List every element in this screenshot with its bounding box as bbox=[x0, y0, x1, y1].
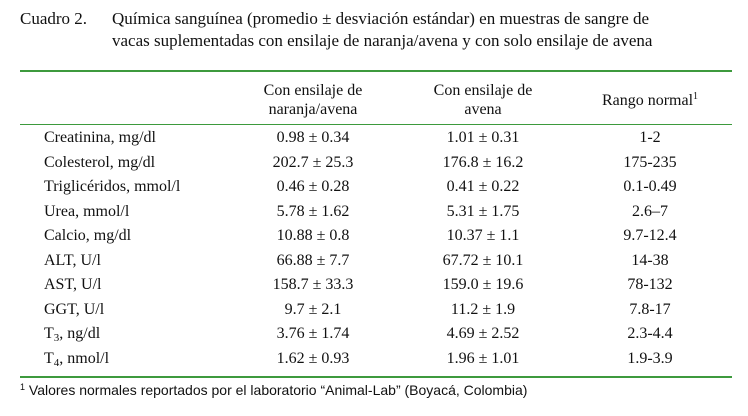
parameter-name: Urea, mmol/l bbox=[44, 202, 130, 220]
caption-label: Cuadro 2. bbox=[20, 9, 88, 28]
cell-oat: 1.01 ± 0.31 bbox=[446, 129, 520, 147]
parameter-name: Colesterol, mg/dl bbox=[44, 153, 156, 171]
cell-oat: 4.69 ± 2.52 bbox=[446, 325, 520, 343]
table-row: Colesterol, mg/dl 202.7 ± 25.3 176.8 ± 16.… bbox=[20, 151, 732, 176]
table-row: Calcio, mg/dl 10.88 ± 0.8 10.37 ± 1.1 9.7-1… bbox=[20, 224, 732, 249]
table-row: T4, nmol/l 1.62 ± 0.93 1.96 ± 1.01 1.9-3.9 bbox=[20, 347, 732, 372]
cell-oat: 11.2 ± 1.9 bbox=[450, 300, 516, 318]
cell-orange-oat: 3.76 ± 1.74 bbox=[276, 325, 350, 343]
row-parameter: AST, U/l bbox=[20, 273, 228, 298]
table-row: Urea, mmol/l 5.78 ± 1.62 5.31 ± 1.75 2.6–7 bbox=[20, 200, 732, 225]
table-row: ALT, U/l 66.88 ± 7.7 67.72 ± 10.1 14-38 bbox=[20, 249, 732, 274]
table-caption: Cuadro 2. Química sanguínea (promedio ± d… bbox=[20, 8, 732, 52]
cell-orange-oat: 10.88 ± 0.8 bbox=[276, 227, 350, 245]
parameter-subscript: 4 bbox=[53, 356, 60, 369]
cell-orange-oat: 9.7 ± 2.1 bbox=[284, 300, 342, 318]
parameter-name: Triglicéridos, mmol/l bbox=[44, 178, 181, 196]
footnote: 1 Valores normales reportados por el lab… bbox=[20, 382, 527, 398]
cell-normal-range: 175-235 bbox=[623, 153, 677, 171]
parameter-name: Creatinina, mg/dl bbox=[44, 129, 156, 147]
top-rule bbox=[20, 70, 732, 72]
row-parameter: Creatinina, mg/dl bbox=[20, 126, 228, 151]
cell-normal-range: 78-132 bbox=[627, 276, 673, 294]
table-row: Creatinina, mg/dl 0.98 ± 0.34 1.01 ± 0.31 1… bbox=[20, 126, 732, 151]
table-row: GGT, U/l 9.7 ± 2.1 11.2 ± 1.9 7.8-17 bbox=[20, 298, 732, 323]
header-param bbox=[20, 74, 228, 126]
table-row: Triglicéridos, mmol/l 0.46 ± 0.28 0.41 ± 0… bbox=[20, 175, 732, 200]
cell-orange-oat: 1.62 ± 0.93 bbox=[276, 349, 350, 367]
parameter-subscript: 3 bbox=[53, 332, 60, 345]
header-row: Con ensilaje de naranja/avena Con ensila… bbox=[20, 74, 732, 126]
parameter-unit: , ng/dl bbox=[59, 325, 101, 343]
row-parameter: Colesterol, mg/dl bbox=[20, 151, 228, 176]
cell-oat: 0.41 ± 0.22 bbox=[446, 178, 520, 196]
parameter-name: AST, U/l bbox=[44, 276, 102, 294]
row-parameter: T3, ng/dl bbox=[20, 322, 228, 347]
row-parameter: ALT, U/l bbox=[20, 249, 228, 274]
footnote-text: Valores normales reportados por el labor… bbox=[25, 382, 528, 398]
cell-oat: 5.31 ± 1.75 bbox=[446, 202, 520, 220]
cell-orange-oat: 5.78 ± 1.62 bbox=[276, 202, 350, 220]
cell-normal-range: 2.3-4.4 bbox=[627, 325, 673, 343]
cell-normal-range: 1-2 bbox=[639, 129, 661, 147]
parameter-name: T bbox=[44, 325, 54, 343]
caption-line-1: Química sanguínea (promedio ± desviación… bbox=[112, 9, 650, 28]
row-parameter: GGT, U/l bbox=[20, 298, 228, 323]
header-normal-label: Rango normal bbox=[601, 91, 694, 109]
parameter-unit: , nmol/l bbox=[59, 349, 110, 367]
header-orange-oat: Con ensilaje de naranja/avena bbox=[228, 74, 398, 126]
cell-normal-range: 7.8-17 bbox=[629, 300, 671, 318]
cell-oat: 159.0 ± 19.6 bbox=[442, 276, 524, 294]
cell-normal-range: 2.6–7 bbox=[632, 202, 668, 220]
row-parameter: Urea, mmol/l bbox=[20, 200, 228, 225]
cell-orange-oat: 0.98 ± 0.34 bbox=[276, 129, 350, 147]
header-oat-line-2: avena bbox=[464, 101, 502, 118]
table-row: T3, ng/dl 3.76 ± 1.74 4.69 ± 2.52 2.3-4.4 bbox=[20, 322, 732, 347]
row-parameter: T4, nmol/l bbox=[20, 347, 228, 372]
header-oat: Con ensilaje de avena bbox=[398, 74, 568, 126]
cell-oat: 10.37 ± 1.1 bbox=[446, 227, 520, 245]
parameter-name: GGT, U/l bbox=[44, 300, 105, 318]
caption-line-2: vacas suplementadas con ensilaje de nara… bbox=[112, 31, 653, 50]
cell-normal-range: 14-38 bbox=[631, 251, 669, 269]
header-orange-oat-line-2: naranja/avena bbox=[268, 101, 358, 118]
table-body: Creatinina, mg/dl 0.98 ± 0.34 1.01 ± 0.31 1… bbox=[20, 126, 732, 371]
bottom-rule bbox=[20, 376, 732, 378]
cell-oat: 1.96 ± 1.01 bbox=[446, 349, 520, 367]
parameter-name: ALT, U/l bbox=[44, 251, 101, 269]
header-normal-footnote-mark: 1 bbox=[693, 90, 699, 102]
table-row: AST, U/l 158.7 ± 33.3 159.0 ± 19.6 78-132 bbox=[20, 273, 732, 298]
cell-oat: 176.8 ± 16.2 bbox=[442, 153, 524, 171]
blood-chemistry-table: Con ensilaje de naranja/avena Con ensila… bbox=[20, 74, 732, 371]
cell-normal-range: 1.9-3.9 bbox=[627, 349, 673, 367]
parameter-name: Calcio, mg/dl bbox=[44, 227, 132, 245]
cell-oat: 67.72 ± 10.1 bbox=[442, 251, 524, 269]
cell-normal-range: 0.1-0.49 bbox=[623, 178, 677, 196]
cell-orange-oat: 66.88 ± 7.7 bbox=[276, 251, 350, 269]
header-oat-line-1: Con ensilaje de bbox=[433, 82, 533, 99]
footnote-mark: 1 bbox=[20, 382, 26, 392]
cell-orange-oat: 0.46 ± 0.28 bbox=[276, 178, 350, 196]
parameter-name: T bbox=[44, 349, 54, 367]
header-normal-range: Rango normal1 bbox=[568, 74, 732, 126]
header-rule bbox=[20, 124, 732, 125]
cell-normal-range: 9.7-12.4 bbox=[623, 227, 677, 245]
cell-orange-oat: 158.7 ± 33.3 bbox=[272, 276, 354, 294]
cell-orange-oat: 202.7 ± 25.3 bbox=[272, 153, 354, 171]
header-orange-oat-line-1: Con ensilaje de bbox=[263, 82, 363, 99]
row-parameter: Triglicéridos, mmol/l bbox=[20, 175, 228, 200]
row-parameter: Calcio, mg/dl bbox=[20, 224, 228, 249]
